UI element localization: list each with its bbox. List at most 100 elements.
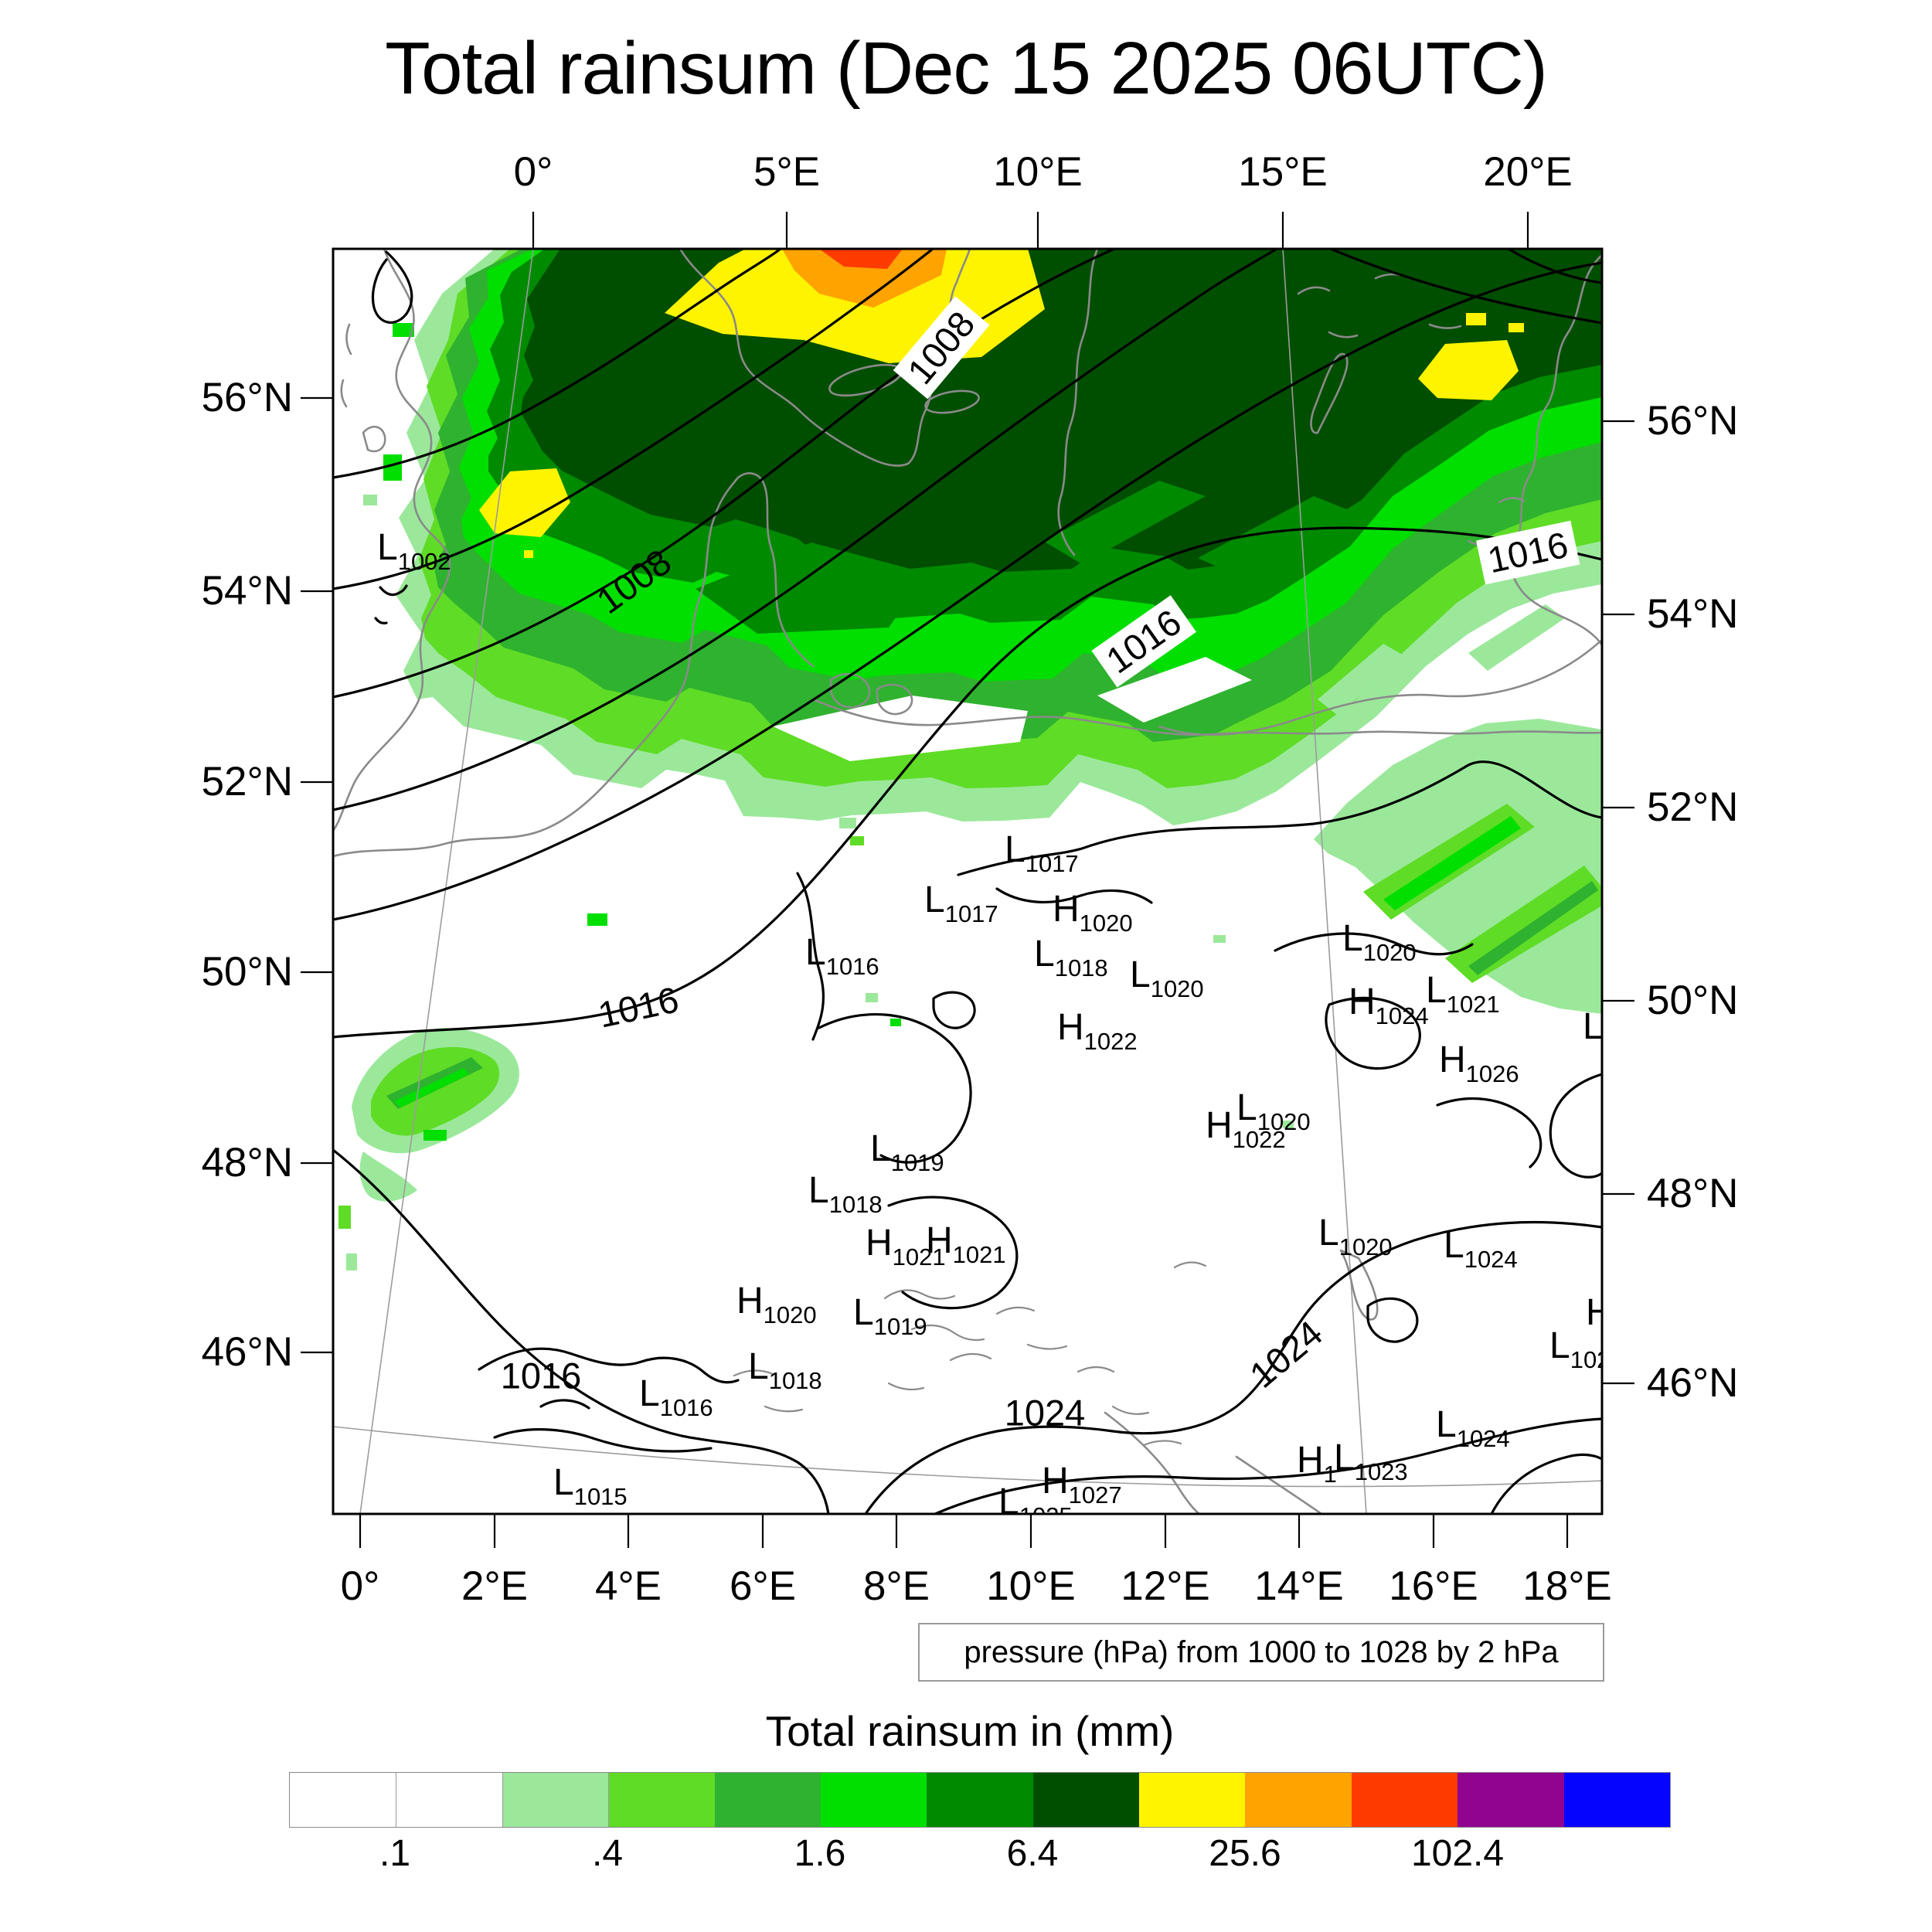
graticule bbox=[333, 249, 1602, 1514]
pressure-marker-H1022: H1022 bbox=[1206, 1105, 1286, 1153]
pressure-marker-H1020: H1020 bbox=[1053, 889, 1133, 937]
left-axis-label: 50°N bbox=[201, 949, 293, 995]
pressure-marker-H1027: H1027 bbox=[1042, 1461, 1122, 1509]
colorbar-cell-c7 bbox=[927, 1773, 1033, 1827]
pressure-marker-L1018: L1018 bbox=[1034, 934, 1108, 981]
pressure-marker-H1024: H1024 bbox=[1349, 981, 1429, 1029]
pressure-marker-L1020: L1020 bbox=[1130, 954, 1204, 1002]
pressure-marker-H1021: H1021 bbox=[926, 1220, 1006, 1268]
page-title: Total rainsum (Dec 15 2025 06UTC) bbox=[385, 27, 1548, 110]
pressure-marker-H1020: H1020 bbox=[736, 1281, 817, 1328]
colorbar bbox=[289, 1772, 1671, 1828]
contour-label: 1024 bbox=[1004, 1392, 1086, 1434]
left-axis-label: 46°N bbox=[201, 1329, 293, 1375]
pressure-marker-L1024: L1024 bbox=[1444, 1225, 1518, 1273]
left-axis-label: 56°N bbox=[201, 375, 293, 420]
map-annotations: L1002 L1017 L1017 H1020 L1016 L1018 L1020 L1020… bbox=[333, 249, 1602, 1514]
colorbar-cell-c10 bbox=[1245, 1773, 1352, 1827]
left-axis-label: 48°N bbox=[201, 1140, 293, 1185]
top-axis-label: 0° bbox=[513, 149, 553, 195]
bottom-axis-label: 14°E bbox=[1254, 1563, 1344, 1609]
bottom-axis-label: 10°E bbox=[986, 1563, 1076, 1609]
colorbar-cell-c11 bbox=[1351, 1773, 1458, 1827]
colorbar-cell-c5 bbox=[714, 1773, 821, 1827]
colorbar-label: 102.4 bbox=[1410, 1833, 1505, 1874]
colorbar-labels: .1 .4 1.6 6.4 25.6 102.4 bbox=[0, 1830, 1932, 1884]
coastlines bbox=[333, 249, 1602, 1514]
pressure-marker-L1017: L1017 bbox=[1005, 829, 1079, 877]
pressure-marker-L1017: L1017 bbox=[924, 879, 998, 927]
pressure-marker-L1016: L1016 bbox=[805, 932, 879, 980]
colorbar-label: .1 bbox=[379, 1833, 411, 1874]
colorbar-label: 6.4 bbox=[1006, 1833, 1059, 1874]
bottom-axis-ticks bbox=[359, 1514, 1569, 1548]
pressure-marker-L1020: L1020 bbox=[1318, 1213, 1393, 1260]
bottom-axis-label: 8°E bbox=[862, 1563, 930, 1609]
right-axis-ticks bbox=[1602, 420, 1634, 1385]
right-axis-label: 50°N bbox=[1647, 978, 1739, 1023]
pressure-marker-L1024: L1024 bbox=[1436, 1404, 1510, 1452]
pressure-marker-L1: L1 bbox=[1583, 1006, 1602, 1047]
contour-label: 1008 bbox=[589, 540, 679, 622]
pressure-marker-L1019: L1019 bbox=[870, 1128, 944, 1176]
colorbar-label: 25.6 bbox=[1209, 1833, 1281, 1874]
top-axis-label: 5°E bbox=[753, 149, 821, 195]
colorbar-cell-c13 bbox=[1563, 1773, 1670, 1827]
left-axis-ticks bbox=[301, 396, 333, 1354]
right-axis-label: 48°N bbox=[1647, 1171, 1739, 1216]
pressure-marker-L1018: L1018 bbox=[748, 1346, 822, 1394]
colorbar-label: .4 bbox=[591, 1833, 624, 1874]
top-axis-label: 20°E bbox=[1483, 149, 1573, 195]
bottom-axis-label: 12°E bbox=[1121, 1563, 1210, 1609]
map-frame bbox=[332, 247, 1604, 1515]
pressure-marker-L1025: L1025 bbox=[998, 1481, 1073, 1514]
bottom-axis-label: 6°E bbox=[729, 1563, 797, 1609]
top-axis-ticks bbox=[532, 212, 1529, 249]
right-axis-label: 54°N bbox=[1647, 591, 1739, 637]
top-axis-label: 15°E bbox=[1238, 149, 1328, 195]
contour-label: 1016 bbox=[1091, 595, 1196, 688]
pressure-marker-L1021: L1021 bbox=[1426, 970, 1500, 1018]
contour-label: 1016 bbox=[500, 1355, 582, 1396]
bottom-axis-label: 16°E bbox=[1389, 1563, 1478, 1609]
pressure-marker-H1026: H1026 bbox=[1439, 1039, 1519, 1087]
pressure-marker-L1015: L1015 bbox=[553, 1462, 628, 1510]
contour-label: 1016 bbox=[1476, 520, 1580, 585]
pressure-marker-H1: H1 bbox=[1297, 1440, 1337, 1488]
colorbar-cell-c8 bbox=[1032, 1773, 1140, 1827]
right-axis-label: 52°N bbox=[1647, 784, 1739, 830]
legend-title: Total rainsum in (mm) bbox=[765, 1707, 1175, 1755]
colorbar-cell-c1 bbox=[290, 1773, 396, 1827]
bottom-axis-label: 2°E bbox=[461, 1563, 529, 1609]
pressure-marker-L102: L102 bbox=[1549, 1325, 1602, 1373]
colorbar-cell-c9 bbox=[1139, 1773, 1246, 1827]
pressure-marker-L1020: L1020 bbox=[1342, 918, 1417, 966]
right-axis-label: 46°N bbox=[1647, 1360, 1739, 1406]
pressure-marker-H: H bbox=[1586, 1292, 1602, 1333]
bottom-axis-label: 0° bbox=[340, 1563, 380, 1609]
pressure-marker-L1016: L1016 bbox=[639, 1373, 713, 1421]
bottom-axis-label: 4°E bbox=[594, 1563, 662, 1609]
left-axis-label: 52°N bbox=[201, 759, 293, 804]
pressure-marker-L1018: L1018 bbox=[808, 1170, 883, 1218]
pressure-caption: pressure (hPa) from 1000 to 1028 by 2 hP… bbox=[918, 1623, 1604, 1682]
right-axis-label: 56°N bbox=[1647, 398, 1739, 444]
contour-label: 1016 bbox=[594, 978, 682, 1036]
contour-label: 1008 bbox=[893, 296, 990, 400]
colorbar-cell-c6 bbox=[820, 1773, 927, 1827]
left-axis-label: 54°N bbox=[201, 568, 293, 614]
pressure-marker-L1023: L1023 bbox=[1334, 1437, 1408, 1485]
colorbar-cell-c12 bbox=[1458, 1773, 1564, 1827]
colorbar-cell-c4 bbox=[608, 1773, 716, 1827]
pressure-marker-L1020: L1020 bbox=[1236, 1087, 1311, 1135]
pressure-marker-L1019: L1019 bbox=[853, 1292, 927, 1340]
pressure-marker-H1022: H1022 bbox=[1057, 1007, 1138, 1055]
pressure-marker-H1021: H1021 bbox=[866, 1223, 946, 1270]
colorbar-cell-c3 bbox=[502, 1773, 610, 1827]
pressure-contours bbox=[333, 249, 1602, 1514]
bottom-axis-label: 18°E bbox=[1522, 1563, 1612, 1609]
top-axis-label: 10°E bbox=[993, 149, 1083, 195]
contour-label: 1024 bbox=[1241, 1312, 1331, 1396]
